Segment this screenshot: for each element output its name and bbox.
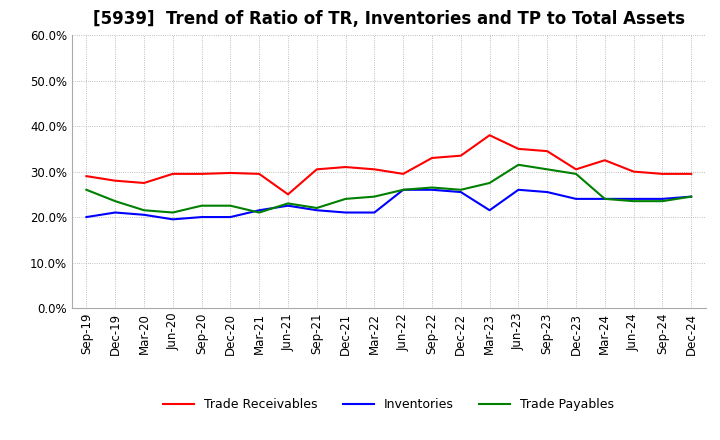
Inventories	[341, 210, 350, 215]
Trade Payables	[341, 196, 350, 202]
Trade Receivables	[629, 169, 638, 174]
Trade Receivables	[485, 132, 494, 138]
Trade Receivables	[255, 171, 264, 176]
Inventories	[485, 208, 494, 213]
Inventories	[284, 203, 292, 209]
Inventories	[111, 210, 120, 215]
Inventories	[370, 210, 379, 215]
Trade Payables	[572, 171, 580, 176]
Inventories	[543, 189, 552, 194]
Trade Payables	[687, 194, 696, 199]
Inventories	[312, 208, 321, 213]
Trade Payables	[428, 185, 436, 190]
Trade Receivables	[456, 153, 465, 158]
Inventories	[456, 189, 465, 194]
Trade Payables	[284, 201, 292, 206]
Legend: Trade Receivables, Inventories, Trade Payables: Trade Receivables, Inventories, Trade Pa…	[158, 393, 619, 416]
Inventories	[658, 196, 667, 202]
Inventories	[399, 187, 408, 192]
Trade Receivables	[399, 171, 408, 176]
Trade Payables	[168, 210, 177, 215]
Trade Receivables	[600, 158, 609, 163]
Line: Trade Payables: Trade Payables	[86, 165, 691, 213]
Trade Payables	[370, 194, 379, 199]
Trade Receivables	[687, 171, 696, 176]
Inventories	[572, 196, 580, 202]
Trade Receivables	[284, 192, 292, 197]
Trade Receivables	[370, 167, 379, 172]
Trade Payables	[312, 205, 321, 211]
Inventories	[687, 194, 696, 199]
Trade Receivables	[572, 167, 580, 172]
Trade Receivables	[140, 180, 148, 186]
Line: Inventories: Inventories	[86, 190, 691, 219]
Inventories	[600, 196, 609, 202]
Trade Receivables	[197, 171, 206, 176]
Inventories	[428, 187, 436, 192]
Trade Receivables	[341, 165, 350, 170]
Line: Trade Receivables: Trade Receivables	[86, 135, 691, 194]
Trade Payables	[543, 167, 552, 172]
Trade Receivables	[168, 171, 177, 176]
Trade Receivables	[111, 178, 120, 183]
Trade Payables	[514, 162, 523, 167]
Trade Receivables	[543, 149, 552, 154]
Inventories	[168, 216, 177, 222]
Trade Receivables	[514, 146, 523, 151]
Trade Receivables	[226, 170, 235, 176]
Trade Payables	[485, 180, 494, 186]
Trade Payables	[140, 208, 148, 213]
Trade Payables	[629, 198, 638, 204]
Trade Payables	[456, 187, 465, 192]
Trade Payables	[197, 203, 206, 209]
Inventories	[82, 214, 91, 220]
Trade Receivables	[82, 173, 91, 179]
Inventories	[226, 214, 235, 220]
Trade Payables	[226, 203, 235, 209]
Inventories	[197, 214, 206, 220]
Trade Payables	[111, 198, 120, 204]
Trade Receivables	[312, 167, 321, 172]
Inventories	[629, 196, 638, 202]
Title: [5939]  Trend of Ratio of TR, Inventories and TP to Total Assets: [5939] Trend of Ratio of TR, Inventories…	[93, 10, 685, 28]
Trade Payables	[600, 196, 609, 202]
Trade Payables	[658, 198, 667, 204]
Trade Payables	[399, 187, 408, 192]
Inventories	[140, 212, 148, 217]
Inventories	[255, 208, 264, 213]
Trade Receivables	[428, 155, 436, 161]
Trade Payables	[255, 210, 264, 215]
Inventories	[514, 187, 523, 192]
Trade Payables	[82, 187, 91, 192]
Trade Receivables	[658, 171, 667, 176]
